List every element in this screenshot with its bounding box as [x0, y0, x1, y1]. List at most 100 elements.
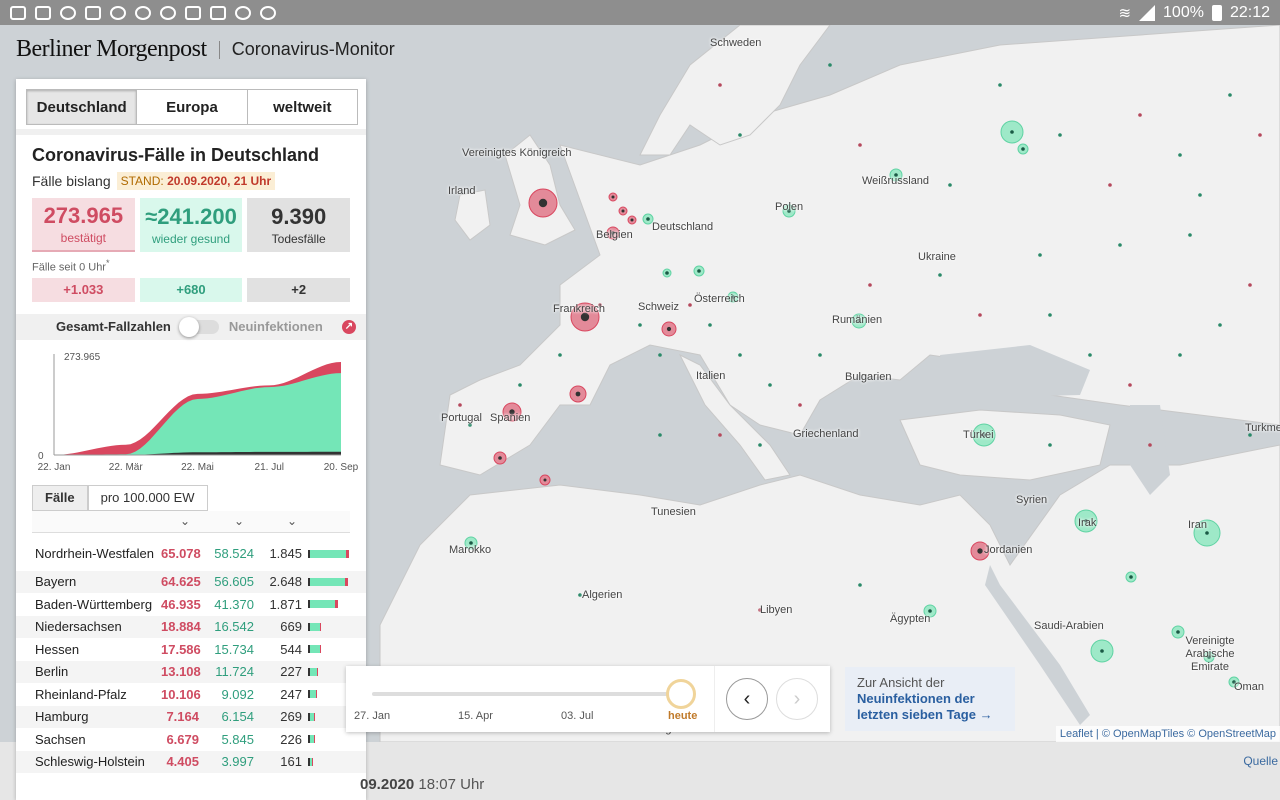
- table-row[interactable]: Nordrhein-Westfalen 65.078 58.524 1.845: [16, 537, 366, 571]
- confirmed-cell: 65.078: [161, 546, 201, 562]
- land-area: [639, 25, 831, 156]
- map-marker-small[interactable]: [1048, 443, 1052, 447]
- map-label: Griechenland: [793, 428, 859, 440]
- map-marker-small[interactable]: [718, 83, 722, 87]
- table-row[interactable]: Schleswig-Holstein 4.405 3.997 161: [16, 750, 366, 774]
- gallery-icon: [10, 5, 26, 20]
- map-marker-small[interactable]: [1038, 253, 1042, 257]
- bar-recovered: [310, 735, 314, 744]
- sort-deaths-icon[interactable]: ⌄: [287, 514, 298, 529]
- map-marker-small[interactable]: [768, 383, 772, 387]
- deaths-label: Todesfälle: [271, 232, 326, 246]
- map-marker-small[interactable]: [1108, 183, 1112, 187]
- table-row[interactable]: Niedersachsen 18.884 16.542 669: [16, 615, 366, 639]
- tab-weltweit[interactable]: weltweit: [247, 90, 357, 124]
- map-marker-small[interactable]: [938, 273, 942, 277]
- tab-per-100k[interactable]: pro 100.000 EW: [87, 484, 208, 511]
- map-marker-small[interactable]: [998, 83, 1002, 87]
- sort-confirmed-icon[interactable]: ⌄: [180, 514, 191, 529]
- summary-boxes: 273.965 bestätigt ≈241.200 wieder gesund…: [32, 198, 351, 252]
- leaflet-link[interactable]: Leaflet: [1059, 728, 1093, 740]
- map-marker-small[interactable]: [658, 353, 662, 357]
- map-marker-small[interactable]: [1218, 323, 1222, 327]
- timeline-track[interactable]: [372, 692, 682, 696]
- map-marker-small[interactable]: [658, 433, 662, 437]
- map-marker-small[interactable]: [1088, 353, 1092, 357]
- toggle-label-total[interactable]: Gesamt-Fallzahlen: [56, 319, 171, 335]
- table-row[interactable]: Baden-Württemberg 46.935 41.370 1.871: [16, 593, 366, 616]
- map-marker-small[interactable]: [1248, 283, 1252, 287]
- map-marker-small[interactable]: [1048, 313, 1052, 317]
- map-marker-small[interactable]: [948, 183, 952, 187]
- map-marker-small[interactable]: [558, 353, 562, 357]
- map-marker-center: [575, 391, 581, 397]
- map-marker-small[interactable]: [1178, 353, 1182, 357]
- map-marker-small[interactable]: [1188, 233, 1192, 237]
- map-marker-small[interactable]: [1198, 193, 1202, 197]
- tab-faelle[interactable]: Fälle: [32, 484, 88, 511]
- map-marker-small[interactable]: [458, 403, 462, 407]
- cases-bar: [308, 600, 338, 609]
- tab-deutschland[interactable]: Deutschland: [27, 90, 138, 124]
- map-label: Vereinigtes Königreich: [462, 147, 572, 159]
- map-marker-small[interactable]: [738, 133, 742, 137]
- deaths-cell: 669: [280, 619, 302, 635]
- toggle-label-new[interactable]: Neuinfektionen: [228, 319, 323, 335]
- map-marker-small[interactable]: [858, 143, 862, 147]
- bar-recovered: [310, 667, 318, 676]
- map-marker-small[interactable]: [738, 353, 742, 357]
- map-marker-small[interactable]: [1138, 113, 1142, 117]
- timeline-divider: [714, 666, 715, 732]
- map-marker-small[interactable]: [758, 443, 762, 447]
- map-marker-small[interactable]: [638, 323, 642, 327]
- stand-row: Fälle bislang STAND: 20.09.2020, 21 Uhr: [32, 172, 366, 190]
- previous-day-button[interactable]: ‹: [726, 678, 768, 720]
- seven-day-view-link[interactable]: Zur Ansicht der Neuinfektionen der letzt…: [845, 667, 1015, 731]
- map-marker-small[interactable]: [518, 383, 522, 387]
- map-marker-small[interactable]: [718, 433, 722, 437]
- table-row[interactable]: Berlin 13.108 11.724 227: [16, 660, 366, 684]
- map-marker-small[interactable]: [598, 303, 602, 307]
- state-name: Hessen: [35, 641, 80, 657]
- map-marker-small[interactable]: [858, 583, 862, 587]
- map-marker-small[interactable]: [978, 313, 982, 317]
- state-name: Nordrhein-Westfalen: [35, 546, 154, 562]
- map-marker-small[interactable]: [688, 303, 692, 307]
- table-row[interactable]: Sachsen 6.679 5.845 226: [16, 728, 366, 751]
- map-marker-small[interactable]: [1258, 133, 1262, 137]
- map-marker-small[interactable]: [868, 283, 872, 287]
- map-marker-small[interactable]: [1228, 93, 1232, 97]
- map-marker-small[interactable]: [468, 423, 472, 427]
- summary-title: Coronavirus-Fälle in Deutschland: [32, 145, 320, 165]
- source-link[interactable]: Quelle: [1243, 754, 1278, 768]
- timeline-handle[interactable]: [666, 679, 696, 709]
- map-marker-small[interactable]: [758, 608, 762, 612]
- map-marker-small[interactable]: [1148, 443, 1152, 447]
- map-marker-small[interactable]: [708, 323, 712, 327]
- table-tabs: Fälle pro 100.000 EW: [32, 484, 366, 511]
- map-marker-small[interactable]: [828, 63, 832, 67]
- table-row[interactable]: Bayern 64.625 56.605 2.648: [16, 570, 366, 594]
- sort-recovered-icon[interactable]: ⌄: [234, 514, 245, 529]
- map-marker-small[interactable]: [818, 353, 822, 357]
- toggle-knob[interactable]: [178, 316, 199, 337]
- map-marker-small[interactable]: [1118, 243, 1122, 247]
- tab-europa[interactable]: Europa: [137, 90, 248, 124]
- next-day-button[interactable]: ›: [776, 678, 818, 720]
- mode-toggle-switch[interactable]: [178, 316, 219, 337]
- map-marker-small[interactable]: [1248, 433, 1252, 437]
- map-marker-small[interactable]: [1178, 153, 1182, 157]
- info-icon[interactable]: ↗: [342, 319, 356, 334]
- table-row[interactable]: Hessen 17.586 15.734 544: [16, 638, 366, 661]
- table-row[interactable]: Hamburg 7.164 6.154 269: [16, 705, 366, 729]
- cases-bar: [308, 735, 314, 744]
- map-marker-small[interactable]: [798, 403, 802, 407]
- confirmed-cell: 18.884: [161, 619, 201, 635]
- map-marker-center: [621, 209, 625, 213]
- brand-logo[interactable]: Berliner Morgenpost: [16, 36, 207, 62]
- map-marker-small[interactable]: [1128, 383, 1132, 387]
- map-marker-small[interactable]: [1058, 133, 1062, 137]
- table-row[interactable]: Rheinland-Pfalz 10.106 9.092 247: [16, 683, 366, 706]
- message-icon: [35, 5, 51, 20]
- map-marker-small[interactable]: [578, 593, 582, 597]
